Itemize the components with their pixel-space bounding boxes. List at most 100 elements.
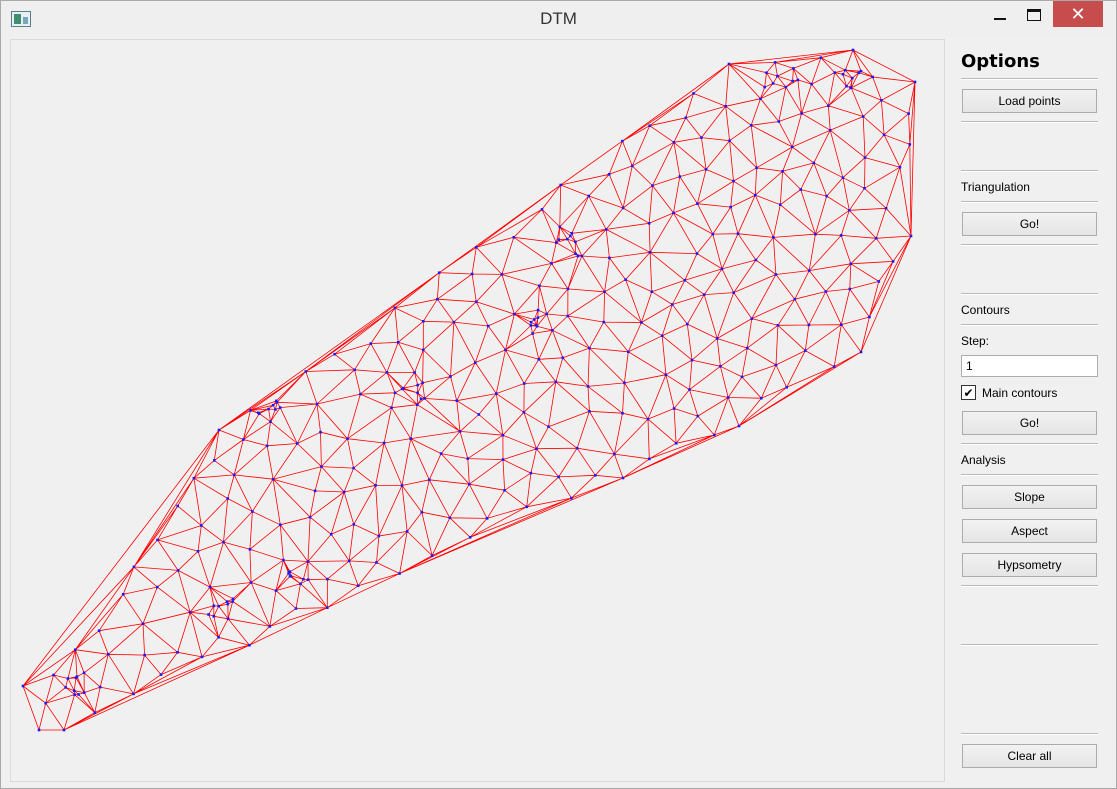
survey-point (807, 323, 811, 327)
maximize-button[interactable] (1019, 1, 1049, 29)
survey-point (396, 341, 400, 344)
survey-point (156, 538, 159, 542)
survey-point (559, 183, 562, 187)
survey-point (877, 280, 881, 283)
survey-point (776, 324, 780, 327)
separator (961, 201, 1098, 203)
survey-point (249, 581, 253, 584)
load-points-button[interactable]: Load points (962, 89, 1097, 113)
survey-point (810, 82, 813, 86)
app-icon[interactable] (11, 11, 31, 27)
survey-point (711, 232, 715, 236)
survey-point (333, 352, 336, 356)
survey-point (799, 188, 802, 191)
close-button[interactable]: ✕ (1053, 1, 1103, 27)
survey-point (439, 452, 443, 455)
survey-point (750, 317, 754, 320)
survey-point (863, 156, 867, 159)
survey-point (848, 209, 851, 212)
survey-point (512, 236, 516, 239)
survey-point (551, 329, 554, 332)
survey-point (501, 433, 505, 437)
survey-point (225, 600, 229, 603)
analysis-label: Analysis (961, 453, 1006, 467)
survey-point (759, 97, 762, 100)
main-contours-label: Main contours (982, 385, 1058, 400)
survey-point (159, 673, 163, 676)
survey-point (320, 465, 323, 468)
survey-point (540, 208, 544, 211)
survey-point (251, 510, 254, 513)
survey-point (369, 342, 373, 345)
survey-point (824, 290, 828, 293)
survey-point (648, 124, 651, 127)
survey-point (538, 284, 541, 288)
survey-point (347, 559, 351, 563)
survey-point (650, 290, 654, 293)
step-input[interactable] (961, 355, 1098, 377)
survey-point (437, 271, 441, 274)
minimize-button[interactable] (985, 1, 1015, 29)
survey-point (231, 600, 234, 603)
survey-point (64, 686, 67, 689)
survey-point (692, 92, 695, 95)
separator (961, 443, 1098, 445)
survey-point (570, 496, 573, 500)
survey-point (282, 558, 285, 562)
survey-point (594, 474, 597, 477)
survey-point (428, 478, 431, 482)
survey-point (732, 291, 735, 294)
survey-point (602, 320, 606, 324)
survey-point (226, 617, 230, 621)
hypsometry-button[interactable]: Hypsometry (962, 553, 1097, 577)
triangulation-canvas[interactable] (10, 39, 945, 782)
options-panel: Options Load points Triangulation Go! Co… (961, 39, 1099, 779)
survey-point (719, 365, 722, 368)
survey-point (422, 320, 425, 323)
survey-point (814, 232, 817, 236)
contours-go-button[interactable]: Go! (962, 411, 1097, 435)
separator (961, 733, 1098, 735)
survey-point (557, 238, 561, 241)
survey-point (269, 420, 272, 423)
clear-all-button[interactable]: Clear all (962, 744, 1097, 768)
survey-point (419, 397, 423, 401)
survey-point (132, 692, 135, 696)
survey-point (755, 166, 758, 170)
survey-point (513, 312, 516, 316)
separator (961, 644, 1098, 646)
survey-point (558, 225, 562, 229)
survey-point (359, 392, 362, 396)
survey-point (566, 287, 570, 291)
survey-point (804, 349, 807, 352)
survey-point (569, 234, 572, 238)
survey-point (217, 428, 221, 432)
survey-point (200, 524, 203, 527)
survey-point (825, 194, 828, 198)
survey-point (671, 303, 674, 306)
survey-point (121, 593, 125, 596)
survey-point (891, 260, 895, 263)
slope-button[interactable]: Slope (962, 485, 1097, 509)
survey-point (495, 392, 498, 395)
survey-point (754, 258, 758, 262)
separator (961, 324, 1098, 326)
survey-point (566, 314, 570, 318)
survey-point (249, 409, 252, 412)
survey-point (555, 241, 558, 244)
survey-point (535, 447, 538, 450)
triangulation-go-button[interactable]: Go! (962, 212, 1097, 236)
survey-point (393, 306, 397, 310)
survey-point (660, 334, 664, 338)
main-contours-row[interactable]: ✔ Main contours (961, 385, 1057, 400)
survey-point (207, 613, 210, 616)
main-contours-checkbox[interactable]: ✔ (961, 385, 976, 400)
survey-point (470, 272, 474, 276)
survey-point (696, 414, 700, 418)
survey-point (613, 452, 616, 456)
survey-point (62, 728, 66, 732)
aspect-button[interactable]: Aspect (962, 519, 1097, 543)
survey-point (574, 252, 577, 256)
survey-point (423, 397, 426, 400)
survey-point (522, 411, 526, 414)
